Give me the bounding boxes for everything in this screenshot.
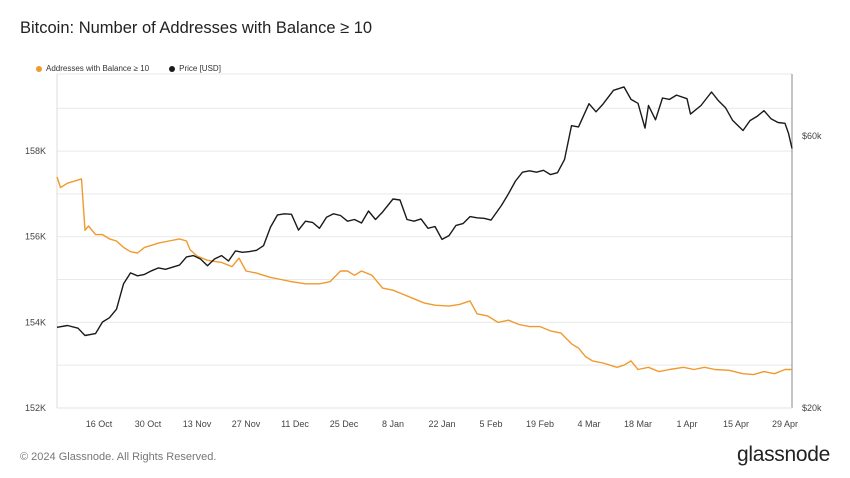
x-tick-label: 15 Apr <box>723 419 749 429</box>
y-left-tick-label: 156K <box>25 232 46 242</box>
legend-dot-price <box>169 65 176 72</box>
x-tick-label: 4 Mar <box>577 419 600 429</box>
x-tick-label: 13 Nov <box>183 419 212 429</box>
legend-item-price[interactable]: Price [USD] <box>169 64 221 73</box>
y-right-tick-label: $20k <box>802 403 822 413</box>
x-tick-label: 18 Mar <box>624 419 652 429</box>
x-tick-label: 8 Jan <box>382 419 404 429</box>
copyright-footer: © 2024 Glassnode. All Rights Reserved. <box>20 451 217 463</box>
legend-label-addresses: Addresses with Balance ≥ 10 <box>46 64 150 73</box>
chart-legend: Addresses with Balance ≥ 10 Price [USD] <box>36 64 221 73</box>
x-tick-label: 25 Dec <box>330 419 359 429</box>
legend-label-price: Price [USD] <box>179 64 221 73</box>
addresses-series-line <box>56 176 792 376</box>
legend-dot-addresses <box>36 65 42 72</box>
x-tick-label: 5 Feb <box>479 419 502 429</box>
chart-title: Bitcoin: Number of Addresses with Balanc… <box>20 19 373 37</box>
x-tick-label: 29 Apr <box>772 419 798 429</box>
y-left-tick-label: 158K <box>25 146 46 156</box>
x-tick-label: 19 Feb <box>526 419 554 429</box>
y-left-tick-label: 154K <box>25 317 46 327</box>
x-tick-label: 27 Nov <box>232 419 261 429</box>
x-tick-label: 22 Jan <box>428 419 455 429</box>
x-tick-label: 16 Oct <box>86 419 113 429</box>
x-tick-label: 1 Apr <box>676 419 697 429</box>
x-tick-label: 11 Dec <box>281 419 309 429</box>
price-series-line <box>56 86 793 337</box>
y-left-tick-label: 152K <box>25 403 46 413</box>
x-tick-label: 30 Oct <box>135 419 162 429</box>
y-right-tick-label: $60k <box>802 131 822 141</box>
legend-item-addresses[interactable]: Addresses with Balance ≥ 10 <box>36 64 149 73</box>
glassnode-logo: glassnode <box>736 443 830 466</box>
